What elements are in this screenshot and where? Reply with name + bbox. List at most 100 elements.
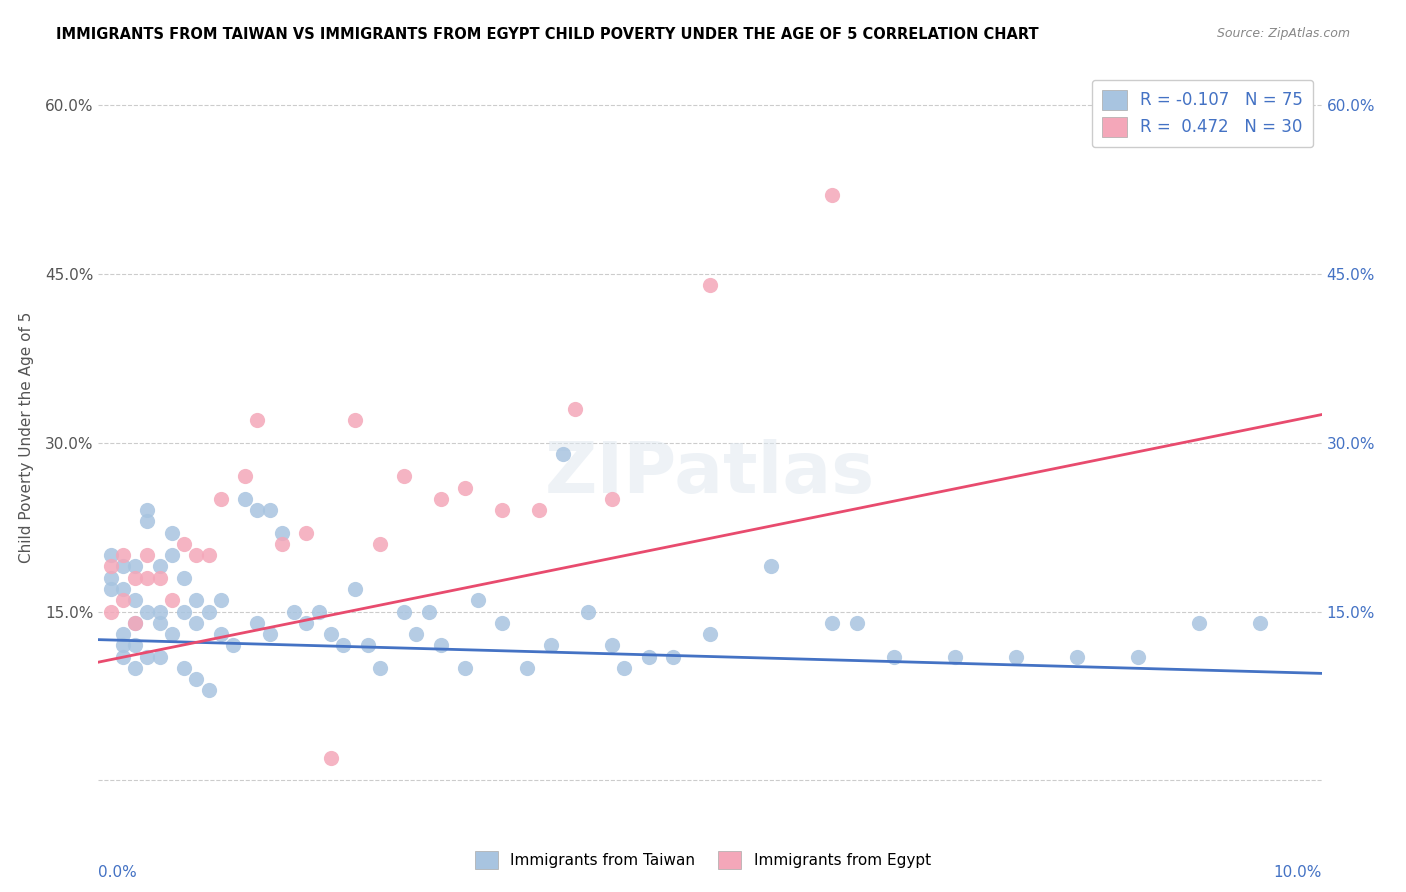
Point [124, 615, 146, 630]
Point [111, 627, 134, 641]
Point [270, 525, 292, 540]
Point [209, 491, 232, 506]
Point [197, 683, 219, 698]
Point [516, 661, 538, 675]
Point [246, 503, 269, 517]
Y-axis label: Child Poverty Under the Age of 5: Child Poverty Under the Age of 5 [18, 311, 34, 563]
Point [295, 525, 318, 540]
Point [821, 188, 844, 202]
Point [600, 638, 623, 652]
Point [319, 751, 342, 765]
Point [368, 537, 391, 551]
Point [124, 593, 146, 607]
Point [418, 605, 440, 619]
Point [124, 638, 146, 652]
Point [564, 401, 586, 416]
Point [467, 593, 489, 607]
Point [344, 582, 367, 596]
Point [1004, 649, 1026, 664]
Point [392, 605, 416, 619]
Text: ZIPatlas: ZIPatlas [546, 439, 875, 508]
Point [1188, 615, 1211, 630]
Point [699, 627, 721, 641]
Point [149, 559, 172, 574]
Point [332, 638, 354, 652]
Point [233, 469, 256, 483]
Point [283, 605, 305, 619]
Point [111, 593, 134, 607]
Point [491, 503, 513, 517]
Point [149, 615, 172, 630]
Point [454, 661, 477, 675]
Point [759, 559, 782, 574]
Point [270, 537, 292, 551]
Point [111, 649, 134, 664]
Point [259, 627, 281, 641]
Point [186, 615, 208, 630]
Point [308, 605, 330, 619]
Point [540, 638, 562, 652]
Point [173, 571, 195, 585]
Point [100, 571, 122, 585]
Point [368, 661, 391, 675]
Text: IMMIGRANTS FROM TAIWAN VS IMMIGRANTS FROM EGYPT CHILD POVERTY UNDER THE AGE OF 5: IMMIGRANTS FROM TAIWAN VS IMMIGRANTS FRO… [56, 27, 1039, 42]
Point [553, 447, 575, 461]
Point [111, 559, 134, 574]
Point [173, 661, 195, 675]
Point [136, 503, 159, 517]
Point [160, 548, 183, 562]
Point [821, 615, 844, 630]
Point [699, 278, 721, 293]
Point [124, 661, 146, 675]
Point [186, 548, 208, 562]
Point [149, 605, 172, 619]
Point [136, 649, 159, 664]
Point [100, 582, 122, 596]
Point [209, 593, 232, 607]
Point [186, 672, 208, 686]
Point [173, 537, 195, 551]
Point [319, 627, 342, 641]
Point [392, 469, 416, 483]
Point [454, 481, 477, 495]
Point [160, 627, 183, 641]
Point [233, 491, 256, 506]
Point [662, 649, 685, 664]
Point [197, 548, 219, 562]
Point [1128, 649, 1150, 664]
Point [613, 661, 636, 675]
Text: 10.0%: 10.0% [1274, 864, 1322, 880]
Point [356, 638, 378, 652]
Point [136, 515, 159, 529]
Point [100, 559, 122, 574]
Point [883, 649, 905, 664]
Point [430, 638, 453, 652]
Text: Source: ZipAtlas.com: Source: ZipAtlas.com [1216, 27, 1350, 40]
Point [186, 593, 208, 607]
Point [491, 615, 513, 630]
Point [136, 548, 159, 562]
Point [136, 571, 159, 585]
Point [405, 627, 427, 641]
Point [197, 605, 219, 619]
Point [430, 491, 453, 506]
Point [111, 638, 134, 652]
Point [637, 649, 661, 664]
Point [160, 525, 183, 540]
Point [600, 491, 623, 506]
Point [160, 593, 183, 607]
Point [149, 649, 172, 664]
Point [1066, 649, 1088, 664]
Point [136, 605, 159, 619]
Point [100, 548, 122, 562]
Point [124, 571, 146, 585]
Point [111, 582, 134, 596]
Legend: Immigrants from Taiwan, Immigrants from Egypt: Immigrants from Taiwan, Immigrants from … [470, 845, 936, 875]
Legend: R = -0.107   N = 75, R =  0.472   N = 30: R = -0.107 N = 75, R = 0.472 N = 30 [1092, 79, 1313, 147]
Point [295, 615, 318, 630]
Point [576, 605, 599, 619]
Point [246, 615, 269, 630]
Point [943, 649, 966, 664]
Point [100, 605, 122, 619]
Point [259, 503, 281, 517]
